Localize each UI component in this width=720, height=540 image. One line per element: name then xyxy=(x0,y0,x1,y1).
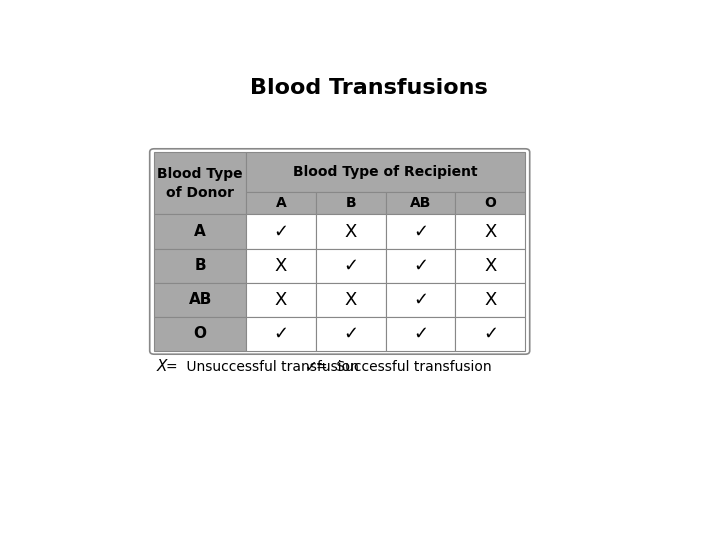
Text: X: X xyxy=(484,222,497,240)
Bar xyxy=(316,282,386,317)
Text: Blood Transfusions: Blood Transfusions xyxy=(250,78,488,98)
Text: Blood Type of Recipient: Blood Type of Recipient xyxy=(294,165,478,179)
Text: A: A xyxy=(276,196,287,210)
Bar xyxy=(316,248,386,282)
Text: ✓: ✓ xyxy=(343,325,359,343)
Text: ✓: ✓ xyxy=(274,325,289,343)
Text: ✓: ✓ xyxy=(413,222,428,240)
Bar xyxy=(456,192,526,214)
Bar xyxy=(154,214,246,248)
Bar xyxy=(456,248,526,282)
Bar xyxy=(246,152,526,192)
Bar xyxy=(456,282,526,317)
Text: ✓: ✓ xyxy=(413,291,428,309)
Text: ✓: ✓ xyxy=(305,359,318,374)
FancyBboxPatch shape xyxy=(150,149,530,354)
Text: =  Successful transfusion: = Successful transfusion xyxy=(316,360,492,374)
Bar xyxy=(246,282,316,317)
Text: O: O xyxy=(194,326,207,341)
Text: X: X xyxy=(345,291,357,309)
Text: =  Unsuccessful transfusion: = Unsuccessful transfusion xyxy=(166,360,359,374)
Bar xyxy=(316,317,386,351)
Text: ✓: ✓ xyxy=(274,222,289,240)
Bar xyxy=(386,317,456,351)
Text: X: X xyxy=(275,256,287,275)
Text: Blood Type
of Donor: Blood Type of Donor xyxy=(158,166,243,200)
Bar xyxy=(316,214,386,248)
Bar xyxy=(316,192,386,214)
Bar xyxy=(154,152,246,214)
Bar xyxy=(456,214,526,248)
Text: X: X xyxy=(345,222,357,240)
Bar xyxy=(154,248,246,282)
Text: X: X xyxy=(484,256,497,275)
Text: ✓: ✓ xyxy=(413,325,428,343)
Text: AB: AB xyxy=(410,196,431,210)
Bar xyxy=(386,214,456,248)
Text: B: B xyxy=(346,196,356,210)
Bar xyxy=(386,248,456,282)
Bar xyxy=(154,282,246,317)
Bar xyxy=(246,192,316,214)
Text: B: B xyxy=(194,258,206,273)
Bar xyxy=(246,317,316,351)
Bar xyxy=(246,214,316,248)
Text: X: X xyxy=(157,359,168,374)
Text: A: A xyxy=(194,224,206,239)
Bar xyxy=(154,317,246,351)
Text: X: X xyxy=(275,291,287,309)
Text: ✓: ✓ xyxy=(343,256,359,275)
Bar xyxy=(246,248,316,282)
Text: ✓: ✓ xyxy=(483,325,498,343)
Bar xyxy=(456,317,526,351)
Text: AB: AB xyxy=(189,292,212,307)
Text: X: X xyxy=(484,291,497,309)
Text: ✓: ✓ xyxy=(413,256,428,275)
Bar xyxy=(386,192,456,214)
Bar xyxy=(386,282,456,317)
Text: O: O xyxy=(485,196,496,210)
